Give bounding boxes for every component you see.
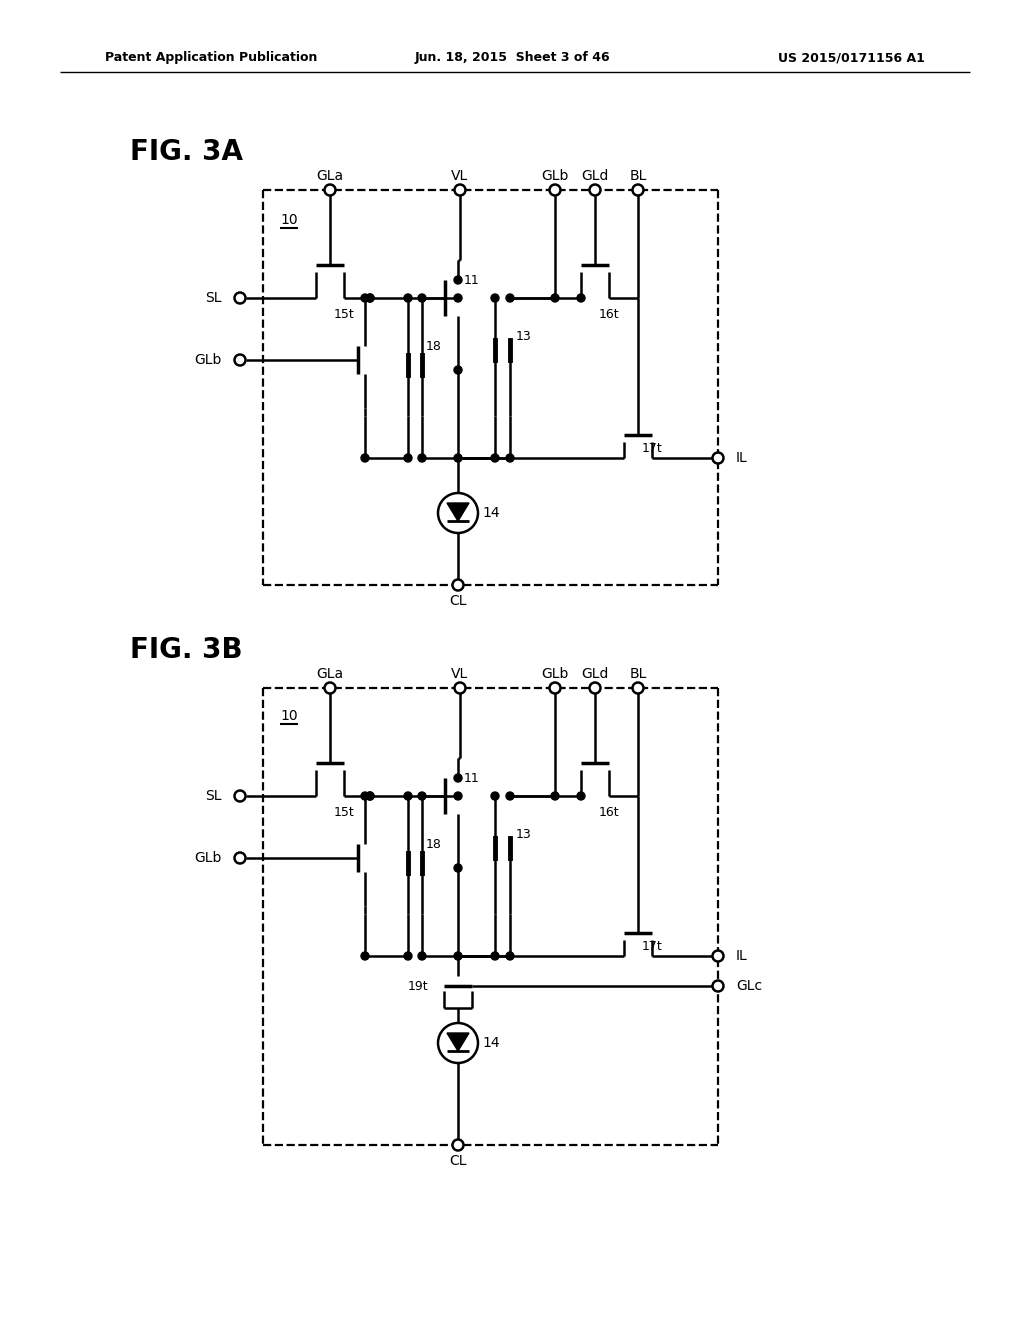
Circle shape [453, 1139, 464, 1151]
Text: FIG. 3A: FIG. 3A [130, 139, 243, 166]
Circle shape [490, 952, 499, 960]
Text: BL: BL [630, 667, 647, 681]
Circle shape [234, 791, 246, 801]
Circle shape [633, 682, 643, 693]
Circle shape [590, 682, 600, 693]
Text: 18: 18 [426, 341, 442, 354]
Circle shape [361, 454, 369, 462]
Circle shape [633, 185, 643, 195]
Text: 16t: 16t [599, 308, 620, 321]
Text: 14: 14 [482, 506, 500, 520]
Circle shape [551, 294, 559, 302]
Text: 14: 14 [482, 1036, 500, 1049]
Circle shape [453, 579, 464, 590]
Circle shape [550, 185, 560, 195]
Text: GLb: GLb [195, 352, 222, 367]
Circle shape [404, 294, 412, 302]
Circle shape [506, 294, 514, 302]
Circle shape [713, 950, 724, 961]
Circle shape [366, 792, 374, 800]
Circle shape [234, 853, 246, 863]
Circle shape [713, 981, 724, 991]
Circle shape [366, 792, 374, 800]
Text: VL: VL [452, 667, 469, 681]
Circle shape [577, 294, 585, 302]
Text: 10: 10 [280, 213, 298, 227]
Text: GLc: GLc [736, 979, 762, 993]
Circle shape [418, 792, 426, 800]
Text: 13: 13 [516, 828, 531, 841]
Text: 11: 11 [464, 771, 480, 784]
Text: GLb: GLb [542, 169, 568, 183]
Polygon shape [447, 503, 469, 521]
Circle shape [454, 774, 462, 781]
Text: GLa: GLa [316, 667, 344, 681]
Circle shape [454, 792, 462, 800]
Circle shape [506, 792, 514, 800]
Polygon shape [447, 1034, 469, 1051]
Circle shape [366, 294, 374, 302]
Text: CL: CL [450, 1154, 467, 1168]
Circle shape [418, 294, 426, 302]
Circle shape [361, 952, 369, 960]
Circle shape [454, 276, 462, 284]
Text: GLb: GLb [195, 851, 222, 865]
Circle shape [490, 792, 499, 800]
Text: Patent Application Publication: Patent Application Publication [105, 51, 317, 65]
Circle shape [234, 293, 246, 304]
Text: GLd: GLd [582, 667, 608, 681]
Text: GLa: GLa [316, 169, 344, 183]
Text: FIG. 3B: FIG. 3B [130, 636, 243, 664]
Circle shape [455, 682, 466, 693]
Circle shape [325, 185, 336, 195]
Text: 17t: 17t [642, 940, 663, 953]
Circle shape [454, 952, 462, 960]
Circle shape [506, 454, 514, 462]
Text: US 2015/0171156 A1: US 2015/0171156 A1 [778, 51, 925, 65]
Text: 19t: 19t [408, 979, 428, 993]
Circle shape [454, 294, 462, 302]
Circle shape [404, 952, 412, 960]
Circle shape [455, 185, 466, 195]
Text: GLd: GLd [582, 169, 608, 183]
Text: VL: VL [452, 169, 469, 183]
Circle shape [551, 792, 559, 800]
Text: IL: IL [736, 949, 748, 964]
Circle shape [490, 454, 499, 462]
Circle shape [418, 454, 426, 462]
Text: 15t: 15t [334, 308, 354, 321]
Text: 15t: 15t [334, 805, 354, 818]
Circle shape [366, 294, 374, 302]
Text: 18: 18 [426, 838, 442, 851]
Circle shape [713, 453, 724, 463]
Text: SL: SL [206, 290, 222, 305]
Circle shape [506, 952, 514, 960]
Text: 10: 10 [280, 709, 298, 723]
Text: 13: 13 [516, 330, 531, 342]
Text: 11: 11 [464, 273, 480, 286]
Circle shape [454, 865, 462, 873]
Circle shape [454, 366, 462, 374]
Text: BL: BL [630, 169, 647, 183]
Circle shape [577, 792, 585, 800]
Text: IL: IL [736, 451, 748, 465]
Circle shape [418, 952, 426, 960]
Text: CL: CL [450, 594, 467, 609]
Text: 17t: 17t [642, 441, 663, 454]
Text: 16t: 16t [599, 805, 620, 818]
Circle shape [325, 682, 336, 693]
Circle shape [590, 185, 600, 195]
Circle shape [404, 454, 412, 462]
Circle shape [404, 792, 412, 800]
Circle shape [361, 294, 369, 302]
Text: Jun. 18, 2015  Sheet 3 of 46: Jun. 18, 2015 Sheet 3 of 46 [414, 51, 610, 65]
Circle shape [550, 682, 560, 693]
Text: GLb: GLb [542, 667, 568, 681]
Text: SL: SL [206, 789, 222, 803]
Circle shape [490, 294, 499, 302]
Circle shape [234, 355, 246, 366]
Circle shape [361, 792, 369, 800]
Circle shape [454, 454, 462, 462]
